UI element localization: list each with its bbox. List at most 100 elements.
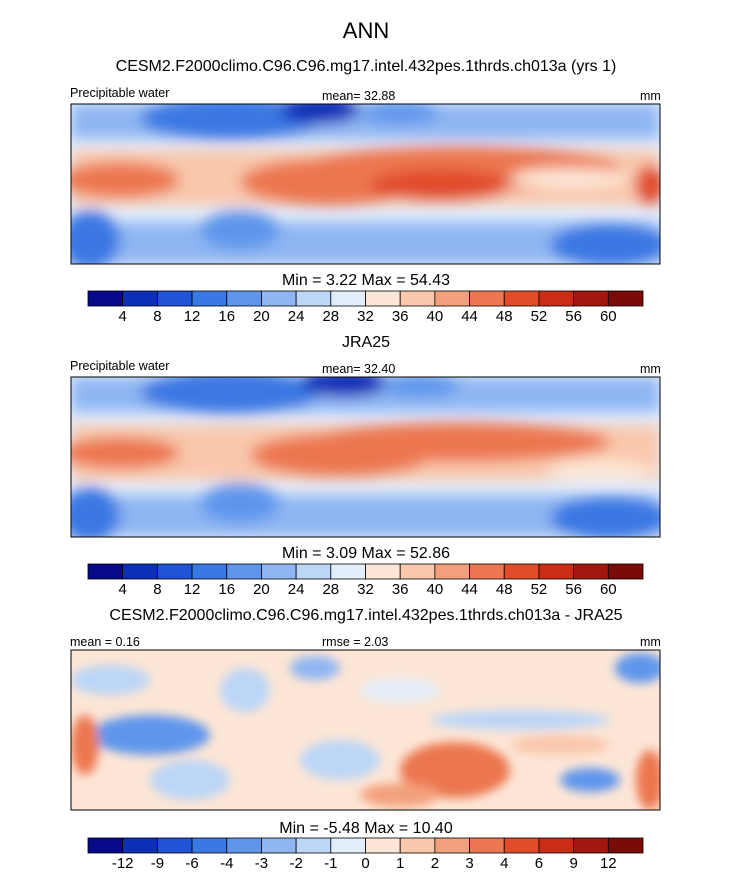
colorbar-2-box bbox=[538, 563, 575, 580]
colorbar-2-box bbox=[365, 563, 401, 580]
colorbar-2-box bbox=[399, 563, 436, 580]
colorbar-1-tick-label: 12 bbox=[184, 308, 201, 325]
colorbar-2-tick-label: 36 bbox=[392, 581, 409, 598]
colorbar-3-box bbox=[607, 837, 644, 854]
colorbar-3-tick-label: 9 bbox=[569, 855, 577, 872]
colorbar-3-tick-label: 6 bbox=[535, 855, 543, 872]
panel-2-mean-label: mean= 32.40 bbox=[322, 362, 396, 376]
colorbar-3-box bbox=[226, 837, 262, 854]
colorbar-2-box bbox=[261, 563, 297, 580]
colorbar-1-tick-label: 56 bbox=[565, 308, 582, 325]
colorbar-1-box bbox=[226, 290, 262, 307]
panel-1-map bbox=[71, 104, 660, 264]
colorbar-1-tick-label: 48 bbox=[496, 308, 513, 325]
colorbar-1-box bbox=[87, 290, 124, 307]
colorbar-2-tick-label: 32 bbox=[357, 581, 374, 598]
colorbar-1-box bbox=[503, 290, 540, 307]
colorbar-1: 4 8 12 16 20 24 28 32 36 40 44 48 52 56 60 bbox=[87, 290, 644, 325]
colorbar-3-box bbox=[434, 837, 470, 854]
colorbar-3-tick-label: 0 bbox=[361, 855, 369, 872]
panel-1-title: CESM2.F2000climo.C96.C96.mg17.intel.432p… bbox=[115, 58, 617, 75]
colorbar-3-box bbox=[573, 837, 609, 854]
colorbar-1-box bbox=[434, 290, 470, 307]
colorbar-1-tick-label: 32 bbox=[357, 308, 374, 325]
colorbar-2-box bbox=[607, 563, 644, 580]
colorbar-1-box bbox=[156, 290, 193, 307]
colorbar-1-tick-label: 40 bbox=[427, 308, 444, 325]
colorbar-3-tick-label: 12 bbox=[600, 855, 617, 872]
colorbar-1-box bbox=[295, 290, 332, 307]
colorbar-3-box bbox=[122, 837, 158, 854]
colorbar-2-box bbox=[87, 563, 124, 580]
colorbar-1-box bbox=[573, 290, 609, 307]
colorbar-2-tick-label: 56 bbox=[565, 581, 582, 598]
panel-2-title: JRA25 bbox=[341, 334, 391, 351]
colorbar-2-box bbox=[330, 563, 366, 580]
colorbar-3-box bbox=[330, 837, 366, 854]
colorbar-1-box bbox=[365, 290, 401, 307]
colorbar-2-tick-label: 16 bbox=[218, 581, 235, 598]
colorbar-2-tick-label: 4 bbox=[119, 581, 127, 598]
colorbar-3-tick-label: -3 bbox=[255, 855, 268, 872]
colorbar-3-box bbox=[399, 837, 436, 854]
panel-1-left-label: Precipitable water bbox=[70, 86, 170, 100]
colorbar-1-box bbox=[191, 290, 228, 307]
colorbar-1-box bbox=[538, 290, 575, 307]
colorbar-2-box bbox=[191, 563, 228, 580]
colorbar-3-tick-label: -1 bbox=[324, 855, 337, 872]
colorbar-3-box bbox=[87, 837, 124, 854]
colorbar-2-box bbox=[573, 563, 609, 580]
colorbar-1-box bbox=[399, 290, 436, 307]
panel-2-left-label: Precipitable water bbox=[70, 359, 170, 373]
colorbar-1-tick-label: 4 bbox=[119, 308, 127, 325]
colorbar-2-box bbox=[469, 563, 505, 580]
colorbar-3-box bbox=[261, 837, 297, 854]
panel-1-min-max: Min = 3.22 Max = 54.43 bbox=[281, 272, 451, 289]
colorbar-3-box bbox=[538, 837, 575, 854]
colorbar-2-box bbox=[122, 563, 158, 580]
panel-2-units-label: mm bbox=[640, 362, 661, 376]
colorbar-1-tick-label: 8 bbox=[153, 308, 161, 325]
colorbar-2-box bbox=[226, 563, 262, 580]
colorbar-1-tick-label: 44 bbox=[461, 308, 478, 325]
colorbar-3-box bbox=[365, 837, 401, 854]
colorbar-3-tick-label: -6 bbox=[185, 855, 198, 872]
colorbar-2-tick-label: 44 bbox=[461, 581, 478, 598]
colorbar-1-tick-label: 24 bbox=[288, 308, 305, 325]
figure-title: ANN bbox=[342, 18, 390, 43]
colorbar-1-box bbox=[330, 290, 366, 307]
panel-3-min-max: Min = -5.48 Max = 10.40 bbox=[279, 820, 453, 837]
panel-3-units-label: mm bbox=[640, 635, 661, 649]
colorbar-2-tick-label: 24 bbox=[288, 581, 305, 598]
colorbar-2-box bbox=[156, 563, 193, 580]
colorbar-2-tick-label: 28 bbox=[322, 581, 339, 598]
colorbar-3-tick-label: -4 bbox=[220, 855, 233, 872]
colorbar-2-box bbox=[295, 563, 332, 580]
colorbar-2-tick-label: 48 bbox=[496, 581, 513, 598]
panel-3-frame bbox=[70, 649, 661, 811]
panel-3-map bbox=[71, 650, 660, 810]
colorbar-1-tick-label: 52 bbox=[531, 308, 548, 325]
colorbar-1-box bbox=[469, 290, 505, 307]
panel-2-frame bbox=[70, 376, 661, 538]
colorbar-1-box bbox=[122, 290, 158, 307]
colorbar-3-tick-label: 1 bbox=[396, 855, 404, 872]
colorbar-2-tick-label: 52 bbox=[531, 581, 548, 598]
colorbar-1-tick-label: 20 bbox=[253, 308, 270, 325]
colorbar-3-tick-label: -9 bbox=[151, 855, 164, 872]
colorbar-1-tick-label: 16 bbox=[218, 308, 235, 325]
colorbar-2-tick-label: 12 bbox=[184, 581, 201, 598]
colorbar-3-box bbox=[191, 837, 228, 854]
colorbar-3-tick-label: -2 bbox=[289, 855, 302, 872]
colorbar-1-tick-label: 36 bbox=[392, 308, 409, 325]
colorbar-3: -12 -9 -6 -4 -3 -2 -1 0 1 2 3 4 6 9 12 bbox=[87, 837, 644, 872]
colorbar-1-tick-label: 28 bbox=[322, 308, 339, 325]
colorbar-2-tick-label: 8 bbox=[153, 581, 161, 598]
colorbar-1-box bbox=[261, 290, 297, 307]
panel-3-title: CESM2.F2000climo.C96.C96.mg17.intel.432p… bbox=[109, 607, 623, 624]
panel-2-map bbox=[71, 377, 660, 537]
colorbar-3-tick-label: 3 bbox=[465, 855, 473, 872]
panel-3-mean-label: mean = 0.16 bbox=[70, 635, 140, 649]
colorbar-3-tick-label: 4 bbox=[500, 855, 508, 872]
colorbar-1-tick-label: 60 bbox=[600, 308, 617, 325]
